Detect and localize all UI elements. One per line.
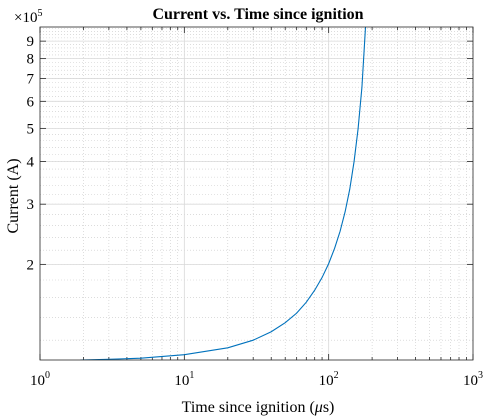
x-axis-label: Time since ignition (μs) (182, 399, 335, 416)
x-tick-label: 102 (319, 370, 339, 389)
y-tick-label: 3 (27, 197, 35, 213)
y-axis-label: Current (A) (5, 158, 22, 233)
series-line-0 (80, 27, 367, 360)
y-tick-labels: 2 3 4 5 6 7 8 9 (27, 34, 35, 273)
x-tick-label-base: 10 (463, 373, 478, 389)
y-tick-label: 2 (27, 257, 35, 273)
x-axis-label-prefix: Time since ignition ( (182, 399, 315, 416)
x-tick-label-exp: 3 (478, 370, 483, 381)
plot-frame (39, 26, 474, 361)
x-tick-label-base: 10 (319, 373, 334, 389)
y-tick-label: 6 (27, 94, 35, 110)
y-tick-label: 8 (27, 52, 35, 68)
x-tick-label-exp: 1 (189, 370, 194, 381)
y-tick-label: 4 (27, 154, 35, 170)
x-tick-labels: 100 101 102 103 (30, 370, 483, 389)
major-grid (40, 27, 473, 360)
y-multiplier: ×105 (14, 8, 42, 26)
x-tick-label-exp: 2 (334, 370, 339, 381)
x-tick-label-base: 10 (174, 373, 189, 389)
x-axis-label-mu: μ (314, 399, 323, 416)
series-layer (80, 27, 367, 360)
minor-grid (40, 27, 473, 360)
x-tick-label-base: 10 (30, 373, 45, 389)
y-tick-label: 5 (27, 121, 35, 137)
y-multiplier-base: ×10 (14, 10, 37, 26)
axis-ticks (39, 27, 474, 360)
y-tick-label: 9 (27, 34, 35, 50)
x-tick-label: 103 (463, 370, 483, 389)
y-tick-label: 7 (27, 71, 35, 87)
chart-title: Current vs. Time since ignition (152, 6, 363, 23)
x-tick-label: 101 (174, 370, 194, 389)
x-axis-label-suffix: s) (323, 399, 335, 416)
x-tick-label: 100 (30, 370, 50, 389)
y-multiplier-exp: 5 (37, 8, 42, 19)
x-tick-label-exp: 0 (45, 370, 50, 381)
